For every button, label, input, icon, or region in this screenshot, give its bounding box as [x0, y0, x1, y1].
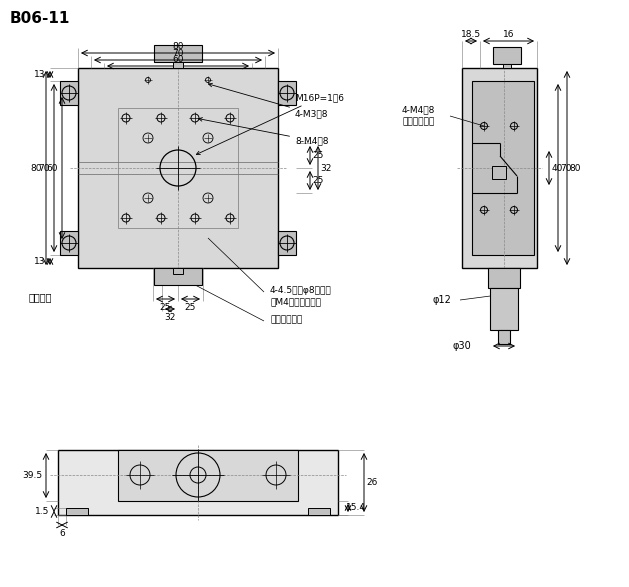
Text: （M4用ボルト穴）: （M4用ボルト穴）: [270, 298, 321, 306]
Text: 70: 70: [38, 164, 50, 173]
Text: φ30: φ30: [452, 341, 470, 351]
Bar: [278, 81, 296, 105]
Bar: [488, 268, 520, 288]
Text: 80: 80: [172, 42, 184, 50]
Text: 80: 80: [569, 164, 581, 173]
Bar: [490, 288, 518, 330]
Text: クランプ: クランプ: [28, 292, 52, 302]
Text: 13: 13: [34, 257, 46, 266]
Bar: [154, 45, 202, 62]
Bar: [173, 62, 183, 68]
Text: 13: 13: [34, 70, 46, 79]
Text: φ12: φ12: [432, 295, 451, 305]
Bar: [462, 68, 537, 268]
Text: 32: 32: [164, 312, 175, 322]
Text: 70: 70: [172, 49, 184, 58]
Text: 39.5: 39.5: [22, 471, 42, 480]
Bar: [472, 81, 534, 255]
Text: 25: 25: [185, 302, 196, 312]
Text: 送り用ツマミ: 送り用ツマミ: [270, 315, 303, 325]
Bar: [78, 68, 278, 268]
Text: 15.4: 15.4: [346, 504, 366, 512]
Text: 6: 6: [59, 528, 65, 538]
Text: 4-M3深8: 4-M3深8: [209, 83, 328, 118]
Text: 70: 70: [560, 164, 572, 173]
Text: 16: 16: [503, 29, 515, 39]
Text: 25: 25: [313, 151, 324, 160]
Bar: [173, 268, 183, 274]
Bar: [58, 450, 338, 515]
Text: 25: 25: [313, 176, 324, 185]
Text: 25: 25: [160, 302, 171, 312]
Text: 4-4.5キリφ8ザグリ: 4-4.5キリφ8ザグリ: [270, 285, 331, 295]
Bar: [118, 450, 298, 501]
Bar: [503, 64, 511, 68]
Text: 1.5: 1.5: [35, 507, 49, 516]
Text: 60: 60: [172, 55, 184, 63]
Text: 32: 32: [320, 164, 331, 173]
Text: 80: 80: [30, 164, 42, 173]
Text: 8-M4深8: 8-M4深8: [199, 117, 328, 145]
Bar: [154, 268, 202, 285]
Text: 60: 60: [47, 164, 58, 173]
Bar: [493, 47, 521, 64]
Bar: [66, 508, 88, 515]
Text: 26: 26: [366, 478, 377, 487]
Bar: [308, 508, 330, 515]
Text: （裏側同様）: （裏側同様）: [402, 117, 434, 127]
Bar: [118, 108, 238, 228]
Bar: [278, 231, 296, 255]
Text: 4-M4深8: 4-M4深8: [402, 106, 435, 114]
Text: B06-11: B06-11: [10, 11, 70, 25]
Bar: [498, 330, 510, 344]
Bar: [60, 231, 78, 255]
Text: 18.5: 18.5: [461, 29, 481, 39]
Bar: [60, 81, 78, 105]
Text: M16P=1深6: M16P=1深6: [196, 93, 344, 154]
Text: 40: 40: [551, 164, 563, 173]
Bar: [492, 166, 506, 179]
